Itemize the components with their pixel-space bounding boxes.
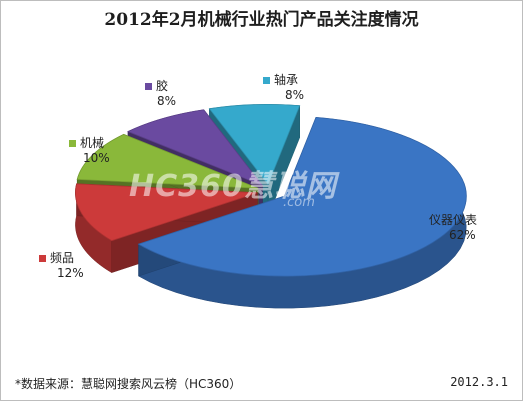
label-machinery: 机械 10% bbox=[69, 136, 110, 166]
label-instruments: 仪器仪表 62% bbox=[429, 213, 477, 243]
chart-title: 2012年2月机械行业热门产品关注度情况 bbox=[104, 10, 419, 30]
label-rubber: 胶 8% bbox=[145, 79, 176, 109]
label-bearing-pct: 8% bbox=[285, 88, 305, 102]
label-bearing-name: 轴承 bbox=[274, 73, 299, 87]
label-instruments-name: 仪器仪表 bbox=[429, 213, 478, 227]
source-note: *数据来源：慧聪网搜索风云榜（HC360） bbox=[15, 377, 242, 391]
label-freq-pct: 12% bbox=[57, 266, 84, 280]
slice-0-top bbox=[137, 116, 467, 277]
chart-date: 2012.3.1 bbox=[450, 375, 508, 389]
watermark-domain: .com bbox=[283, 195, 315, 210]
machinery-swatch-icon bbox=[69, 140, 76, 147]
freq-swatch-icon bbox=[39, 255, 46, 262]
label-rubber-pct: 8% bbox=[157, 94, 177, 108]
label-rubber-name: 胶 bbox=[156, 79, 169, 93]
label-freq: 频品 12% bbox=[39, 251, 84, 281]
slice-1-top bbox=[75, 183, 258, 242]
slice-3-top bbox=[127, 109, 264, 187]
label-instruments-pct: 62% bbox=[449, 228, 476, 242]
label-freq-name: 频品 bbox=[50, 251, 75, 265]
rubber-swatch-icon bbox=[145, 83, 152, 90]
slice-2-top bbox=[76, 133, 259, 189]
label-bearing: 轴承 8% bbox=[263, 73, 304, 103]
pie-chart bbox=[75, 104, 467, 309]
slice-4-top bbox=[208, 104, 301, 186]
watermark-logo: HC360慧聪网 bbox=[129, 169, 337, 204]
label-machinery-pct: 10% bbox=[83, 151, 110, 165]
bearing-swatch-icon bbox=[263, 77, 270, 84]
label-machinery-name: 机械 bbox=[80, 136, 105, 150]
